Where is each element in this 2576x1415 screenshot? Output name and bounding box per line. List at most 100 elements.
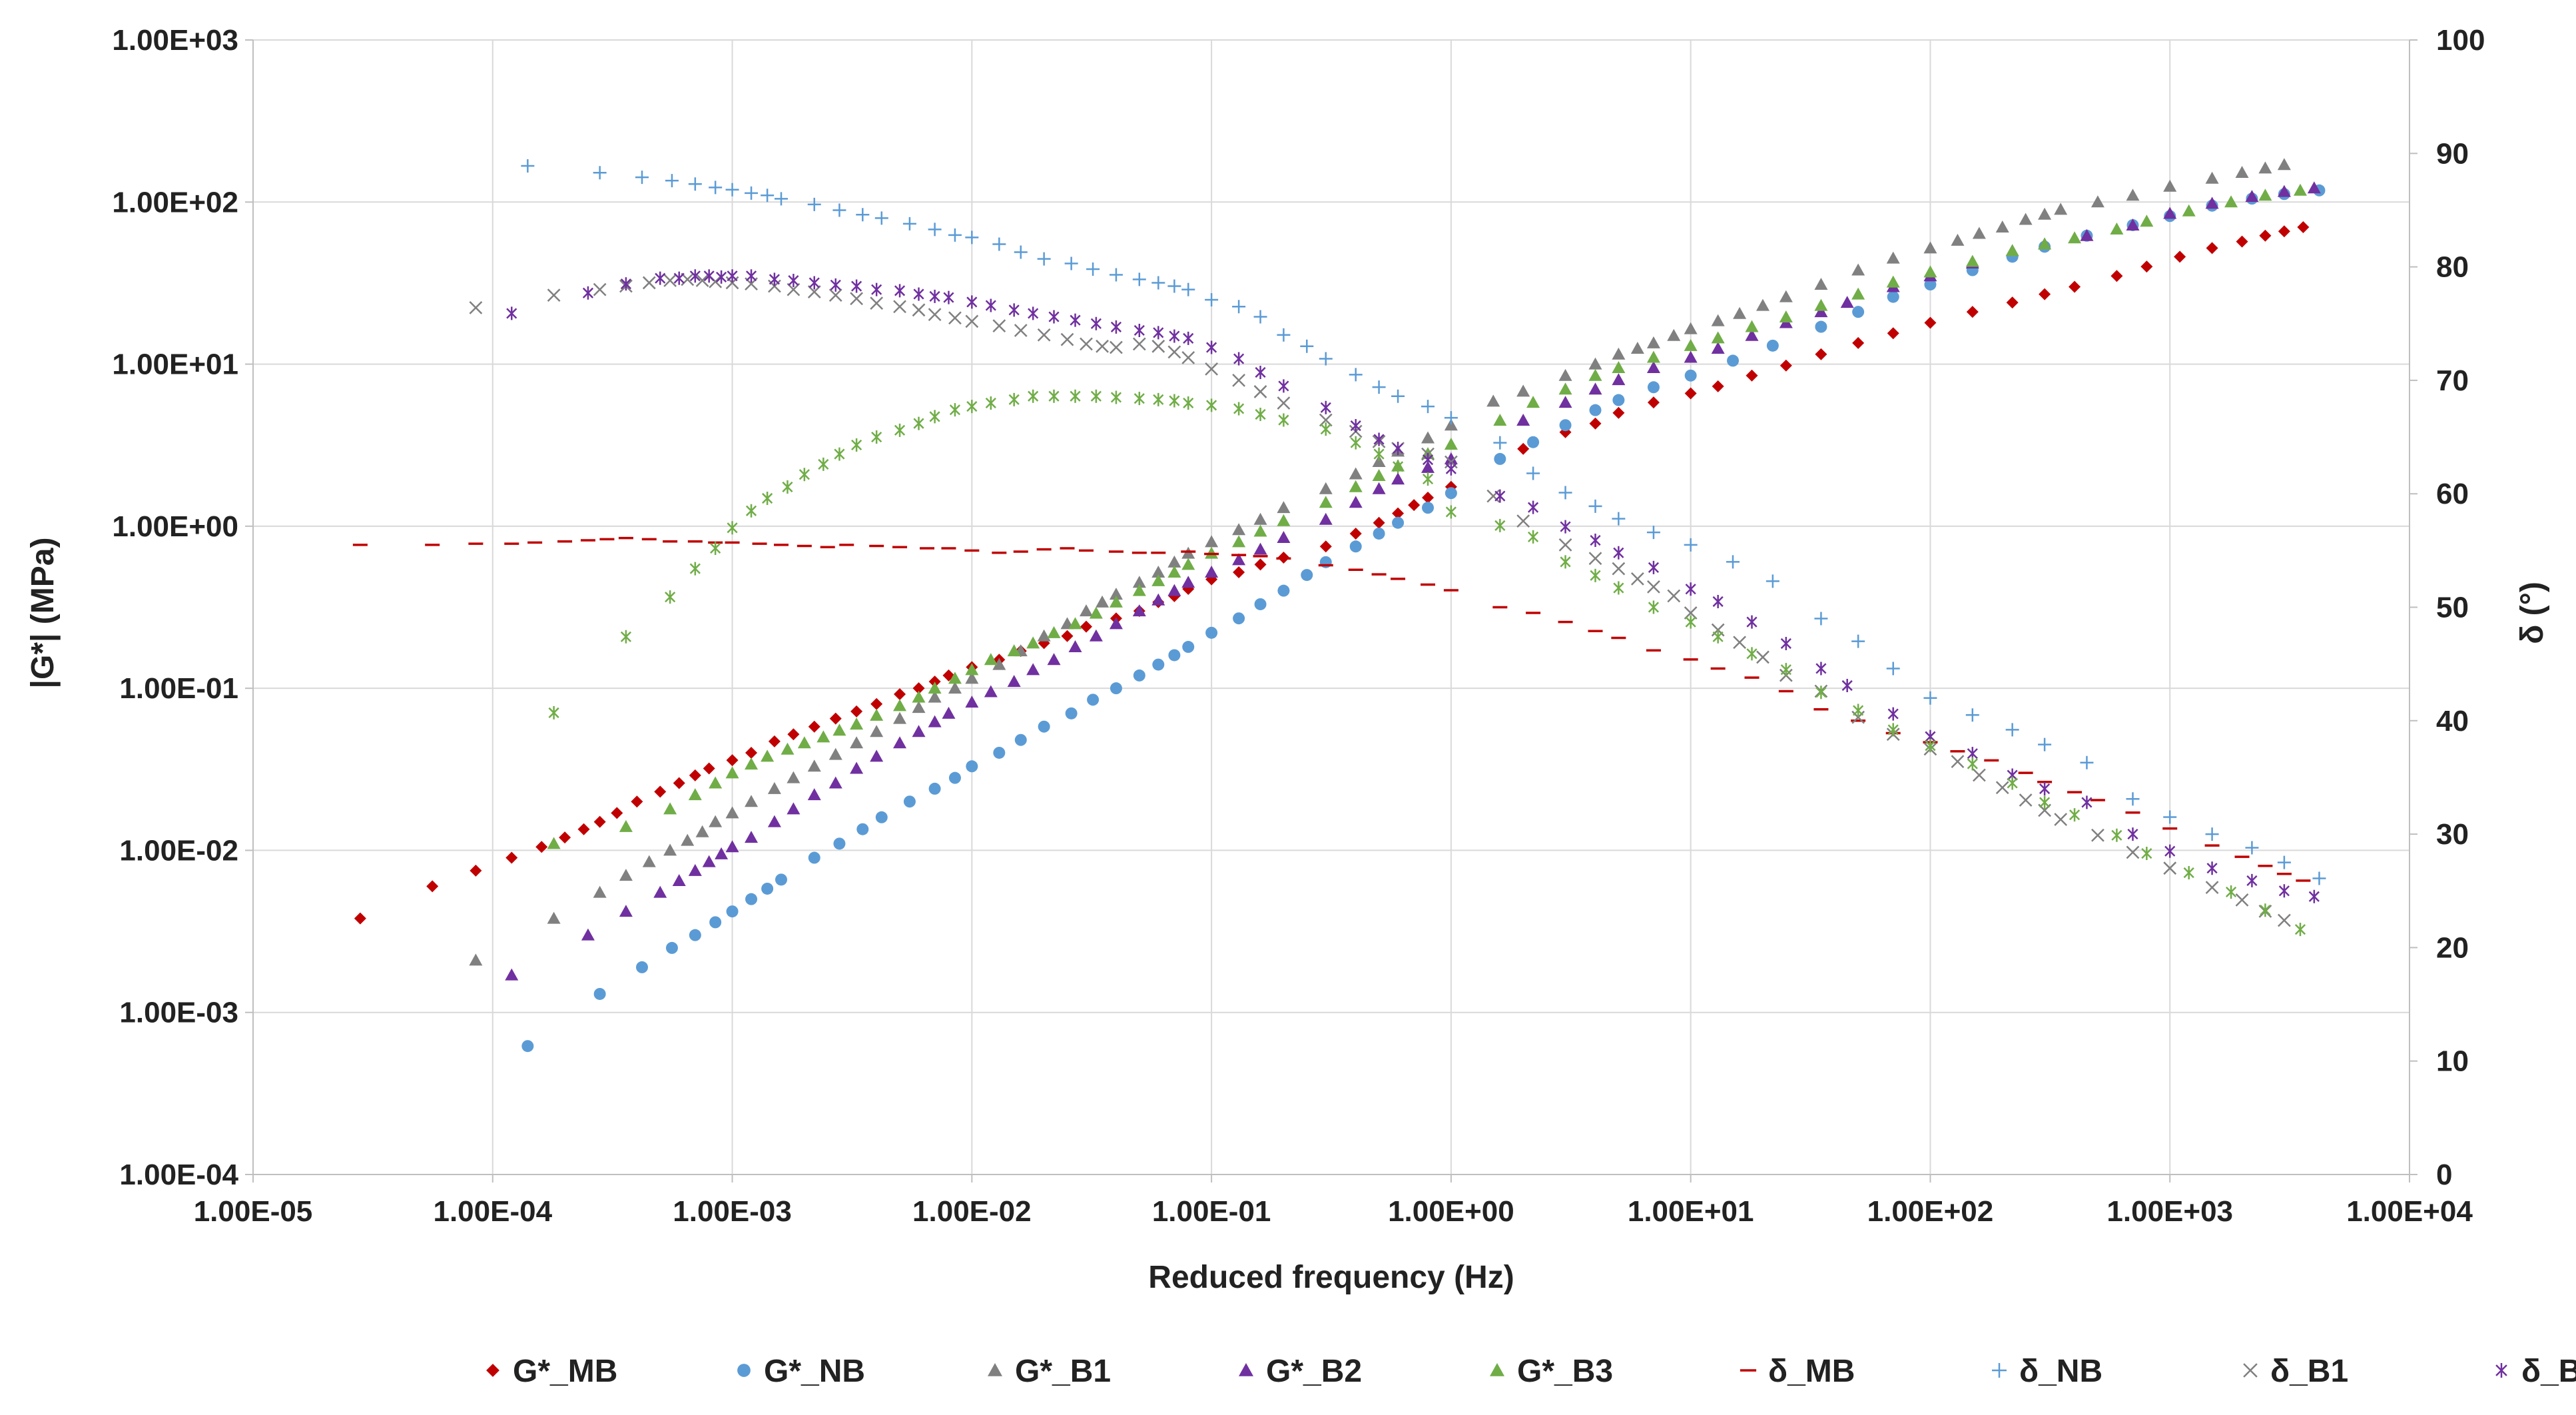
legend-item: G*_MB <box>486 1354 617 1389</box>
data-point <box>1392 460 1404 474</box>
data-point <box>1167 345 1181 359</box>
data-point <box>1887 290 1899 303</box>
data-point <box>1319 352 1333 366</box>
data-point <box>2054 203 2068 215</box>
data-point <box>593 987 606 1000</box>
data-point <box>1008 303 1020 317</box>
data-point <box>781 742 795 755</box>
data-point <box>1232 523 1246 536</box>
data-point <box>2278 225 2290 238</box>
data-point <box>2091 195 2104 208</box>
legend-label: δ_MB <box>1768 1354 1855 1389</box>
data-point <box>787 728 800 741</box>
data-point <box>1109 588 1123 600</box>
data-point <box>903 795 916 808</box>
data-point <box>1349 467 1363 480</box>
data-point <box>2126 792 2140 806</box>
data-point <box>1086 262 1100 276</box>
data-point <box>1712 594 1724 608</box>
data-point <box>1253 512 1267 525</box>
data-point <box>619 819 633 832</box>
data-point <box>2174 250 2186 263</box>
data-point <box>965 314 979 328</box>
legend-marker <box>2495 1363 2507 1378</box>
data-point <box>2294 923 2306 937</box>
data-point <box>1167 279 1181 293</box>
data-point <box>948 228 962 242</box>
data-point <box>1132 272 1146 286</box>
data-point <box>547 911 561 924</box>
data-point <box>727 269 738 283</box>
data-point <box>1493 436 1507 450</box>
data-point <box>1558 368 1572 381</box>
data-point <box>2245 841 2259 855</box>
data-point <box>1630 572 1644 586</box>
data-point <box>1852 336 1865 349</box>
y-right-tick-label: 90 <box>2436 137 2469 170</box>
data-point <box>1613 581 1624 595</box>
data-point <box>2258 189 2272 201</box>
data-point <box>2307 181 2321 194</box>
data-point <box>1320 400 1331 414</box>
data-point <box>689 562 701 576</box>
legend-label: G*_NB <box>764 1354 865 1389</box>
data-point <box>581 928 595 941</box>
data-point <box>2312 871 2326 885</box>
data-point <box>673 777 685 789</box>
data-point <box>469 953 483 966</box>
data-point <box>1373 527 1385 540</box>
data-point <box>2205 827 2219 841</box>
data-point <box>1712 630 1724 644</box>
data-point <box>1995 220 2009 233</box>
data-point <box>1080 337 1093 351</box>
x-tick-label: 1.00E+02 <box>1867 1195 1994 1228</box>
data-point <box>808 851 820 864</box>
data-point <box>709 776 723 789</box>
x-tick-label: 1.00E-04 <box>433 1195 552 1228</box>
data-point <box>1028 306 1039 320</box>
data-point <box>2140 260 2153 273</box>
data-point <box>1684 387 1697 400</box>
data-point <box>2206 242 2218 254</box>
data-point <box>1444 411 1458 425</box>
data-point <box>1028 389 1039 403</box>
legend-marker <box>2243 1363 2258 1378</box>
data-point <box>548 706 559 719</box>
data-point <box>767 781 781 794</box>
data-point <box>1048 310 1060 324</box>
data-point <box>1014 324 1028 337</box>
data-point <box>949 403 961 417</box>
data-point <box>870 296 884 310</box>
data-point <box>619 869 633 881</box>
data-point <box>2259 229 2272 242</box>
data-point <box>1422 492 1435 504</box>
data-point <box>1421 431 1435 444</box>
data-point <box>828 776 842 789</box>
data-point <box>1613 546 1624 560</box>
data-point <box>2110 223 2124 235</box>
legend-item: G*_B2 <box>1239 1354 1362 1389</box>
data-point <box>1733 636 1746 650</box>
data-point <box>2205 197 2219 209</box>
data-point <box>703 762 715 775</box>
legend-item: G*_B1 <box>988 1354 1111 1389</box>
data-point <box>469 301 483 314</box>
data-point <box>653 885 667 898</box>
data-point <box>1277 501 1291 514</box>
data-point <box>768 735 781 747</box>
legend-item: δ_MB <box>1740 1354 1855 1389</box>
data-point <box>850 292 863 306</box>
data-point <box>1711 341 1725 354</box>
y-left-tick-label: 1.00E-04 <box>119 1159 238 1191</box>
data-point <box>665 590 676 604</box>
data-point <box>689 269 701 283</box>
data-point <box>992 658 1006 670</box>
data-point <box>1037 629 1051 642</box>
data-point <box>834 447 845 461</box>
data-point <box>2205 171 2219 184</box>
data-point <box>928 308 942 322</box>
data-point <box>1526 396 1540 408</box>
x-tick-labels: 1.00E-05 1.00E-04 1.00E-03 1.00E-02 1.00E-01… <box>194 1195 2473 1228</box>
data-point <box>695 825 709 837</box>
data-point <box>1746 369 1758 382</box>
